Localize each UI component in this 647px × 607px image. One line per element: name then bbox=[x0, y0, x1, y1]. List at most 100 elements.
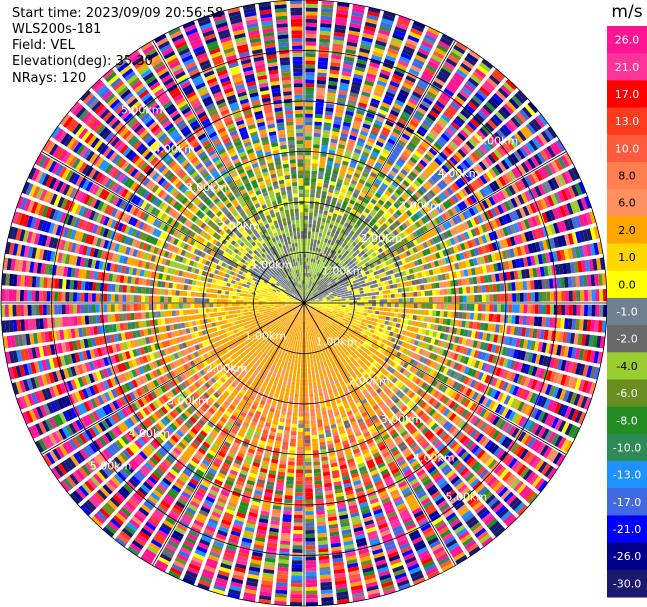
velocity-gate bbox=[304, 193, 310, 198]
velocity-gate bbox=[305, 83, 315, 88]
velocity-gate bbox=[352, 7, 365, 14]
velocity-gate bbox=[341, 129, 349, 135]
velocity-gate bbox=[337, 93, 347, 99]
velocity-gate bbox=[346, 41, 358, 47]
velocity-gate bbox=[304, 159, 311, 163]
velocity-gate bbox=[365, 18, 378, 25]
velocity-gate bbox=[304, 295, 306, 300]
velocity-gate bbox=[328, 188, 334, 194]
velocity-gate bbox=[304, 181, 310, 186]
velocity-gate bbox=[321, 144, 328, 150]
velocity-gate bbox=[329, 142, 337, 148]
velocity-gate bbox=[315, 263, 319, 268]
velocity-gate bbox=[312, 163, 318, 168]
velocity-gate bbox=[351, 11, 364, 18]
velocity-gate bbox=[316, 255, 319, 260]
velocity-gate bbox=[308, 277, 311, 281]
velocity-gate bbox=[382, 14, 395, 22]
velocity-gate bbox=[313, 136, 321, 141]
velocity-gate bbox=[304, 261, 306, 266]
velocity-gate bbox=[305, 121, 313, 126]
velocity-gate bbox=[334, 24, 347, 30]
velocity-gate bbox=[360, 40, 372, 47]
velocity-gate bbox=[317, 175, 324, 180]
velocity-gate bbox=[304, 291, 306, 296]
velocity-gate bbox=[325, 199, 331, 205]
velocity-gate bbox=[307, 265, 310, 270]
velocity-gate bbox=[308, 261, 311, 266]
velocity-gate bbox=[378, 29, 391, 36]
velocity-gate bbox=[333, 32, 345, 38]
velocity-gate bbox=[307, 276, 310, 281]
velocity-gate bbox=[305, 269, 308, 273]
velocity-gate bbox=[305, 90, 314, 95]
velocity-gate bbox=[319, 160, 326, 165]
velocity-gate bbox=[328, 77, 339, 83]
velocity-gate bbox=[320, 11, 333, 17]
velocity-gate bbox=[336, 202, 342, 208]
velocity-gate bbox=[335, 16, 348, 23]
velocity-gate bbox=[304, 253, 307, 258]
velocity-gate bbox=[308, 227, 312, 232]
velocity-gate bbox=[366, 72, 377, 80]
velocity-gate bbox=[305, 7, 318, 12]
velocity-gate bbox=[360, 94, 370, 101]
velocity-gate bbox=[380, 21, 393, 29]
velocity-gate bbox=[350, 88, 360, 95]
velocity-gate bbox=[305, 295, 307, 300]
velocity-gate bbox=[344, 56, 355, 62]
velocity-gate bbox=[321, 190, 327, 196]
velocity-gate bbox=[318, 256, 322, 261]
velocity-gate bbox=[315, 110, 323, 115]
velocity-gate bbox=[316, 224, 321, 229]
velocity-gate bbox=[314, 208, 319, 214]
velocity-gate bbox=[332, 39, 344, 45]
velocity-gate bbox=[305, 53, 316, 58]
velocity-gate bbox=[322, 214, 327, 219]
velocity-gate bbox=[305, 132, 312, 137]
velocity-gate bbox=[305, 140, 312, 145]
velocity-gate bbox=[305, 295, 307, 300]
velocity-gate bbox=[314, 267, 318, 272]
velocity-gate bbox=[305, 291, 307, 296]
velocity-gate bbox=[306, 280, 308, 285]
velocity-gate bbox=[311, 277, 314, 282]
velocity-gate bbox=[314, 113, 323, 119]
velocity-gate bbox=[334, 162, 341, 168]
velocity-gate bbox=[317, 64, 328, 70]
velocity-gate bbox=[304, 223, 308, 228]
velocity-gate bbox=[333, 119, 342, 125]
velocity-gate bbox=[308, 219, 313, 224]
velocity-gate bbox=[330, 220, 335, 225]
velocity-gate bbox=[329, 184, 335, 190]
velocity-gate bbox=[310, 277, 312, 282]
velocity-gate bbox=[339, 136, 348, 142]
velocity-gate bbox=[342, 121, 351, 128]
velocity-gate bbox=[312, 220, 317, 225]
velocity-gate bbox=[317, 68, 328, 74]
velocity-gate bbox=[355, 66, 366, 73]
velocity-gate bbox=[312, 246, 316, 252]
velocity-gate bbox=[334, 158, 342, 164]
velocity-gate bbox=[328, 153, 335, 159]
velocity-gate bbox=[305, 288, 308, 292]
velocity-gate bbox=[318, 232, 323, 237]
velocity-gate bbox=[321, 245, 326, 250]
velocity-gate bbox=[356, 109, 365, 116]
velocity-gate bbox=[305, 64, 315, 69]
velocity-gate bbox=[312, 227, 316, 232]
velocity-gate bbox=[338, 143, 346, 150]
velocity-gate bbox=[358, 102, 368, 109]
velocity-gate bbox=[304, 227, 308, 232]
velocity-gate bbox=[317, 259, 320, 264]
velocity-gate bbox=[307, 280, 309, 285]
velocity-gate bbox=[311, 231, 315, 236]
velocity-gate bbox=[319, 34, 331, 40]
velocity-gate bbox=[331, 173, 338, 179]
velocity-gate bbox=[326, 164, 333, 170]
velocity-gate bbox=[305, 287, 307, 292]
velocity-gate bbox=[342, 160, 349, 166]
velocity-gate bbox=[322, 187, 328, 192]
velocity-gate bbox=[345, 110, 354, 117]
velocity-gate bbox=[376, 36, 388, 44]
